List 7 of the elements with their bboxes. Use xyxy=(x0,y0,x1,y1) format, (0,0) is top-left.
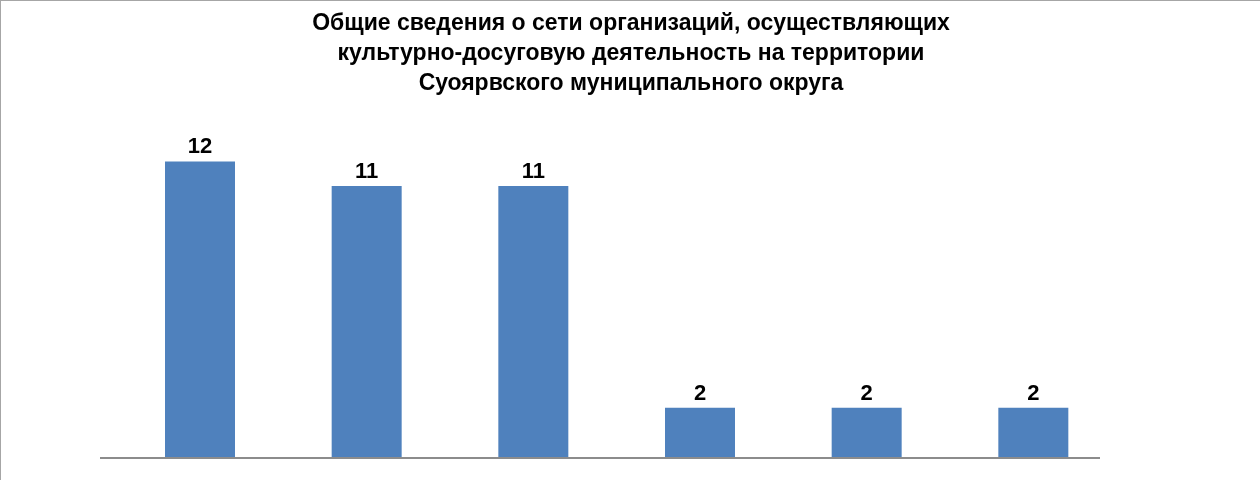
data-label: 2 xyxy=(860,379,873,405)
data-label: 2 xyxy=(693,379,707,405)
data-label: 12 xyxy=(187,133,213,159)
data-label: 2 xyxy=(1027,379,1040,405)
chart-title: Общие сведения о сети организаций, осуществляющих культурно-досуговую деятельность на территории Суоярвского муниципального округа xyxy=(312,8,951,95)
data-label: 11 xyxy=(355,158,379,184)
data-label: 11 xyxy=(521,158,545,184)
